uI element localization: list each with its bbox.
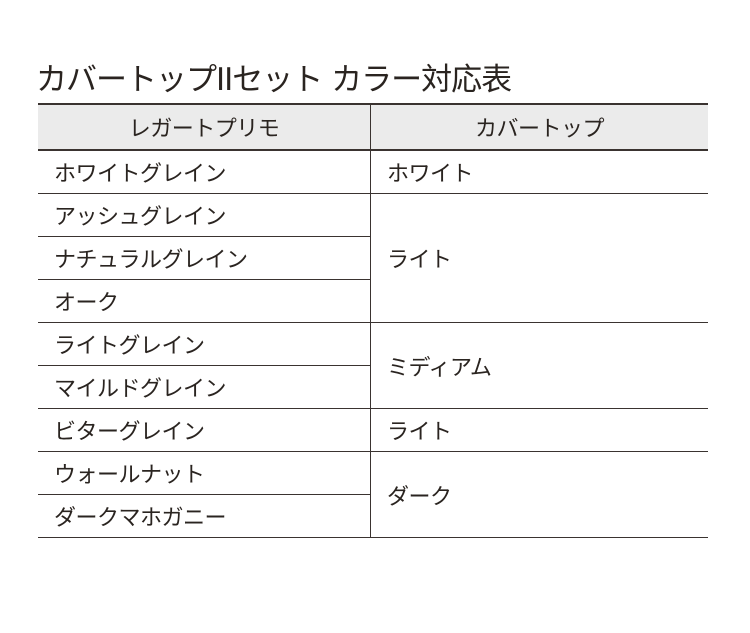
cover-top-color: ライト	[370, 408, 708, 452]
table-row: アッシュグレイン ライト	[38, 193, 708, 323]
table-row: ウォールナット ダーク	[38, 451, 708, 538]
legato-color: マイルドグレイン	[38, 365, 371, 409]
cover-top-color: ライト	[370, 193, 708, 323]
page-title: カバートップIIセット カラー対応表	[36, 62, 512, 98]
header-legato-primo: レガートプリモ	[38, 103, 371, 151]
table-row: ホワイトグレイン ホワイト	[38, 150, 708, 194]
table-row: ナチュラルグレイン	[38, 236, 708, 280]
cover-top-color: ダーク	[370, 451, 708, 538]
cover-top-color: ミディアム	[370, 322, 708, 409]
table-row: マイルドグレイン	[38, 365, 708, 409]
table-row: ダークマホガニー	[38, 494, 708, 538]
legato-color: アッシュグレイン	[38, 193, 371, 237]
legato-color: ウォールナット	[38, 451, 371, 495]
table-row: ビターグレイン ライト	[38, 408, 708, 452]
legato-color: ダークマホガニー	[38, 494, 371, 538]
legato-color: ライトグレイン	[38, 322, 371, 366]
legato-color: ナチュラルグレイン	[38, 236, 371, 280]
table-header-row: レガートプリモ カバートップ	[38, 103, 708, 151]
header-cover-top: カバートップ	[370, 103, 708, 151]
color-correspondence-table: レガートプリモ カバートップ ホワイトグレイン ホワイト アッシュグレイン ライ…	[38, 103, 708, 538]
table-row: ライトグレイン ミディアム	[38, 322, 708, 409]
table-row: オーク	[38, 279, 708, 323]
legato-color: ビターグレイン	[38, 408, 371, 452]
legato-color: オーク	[38, 279, 371, 323]
cover-top-color: ホワイト	[370, 150, 708, 194]
legato-color: ホワイトグレイン	[38, 150, 371, 194]
